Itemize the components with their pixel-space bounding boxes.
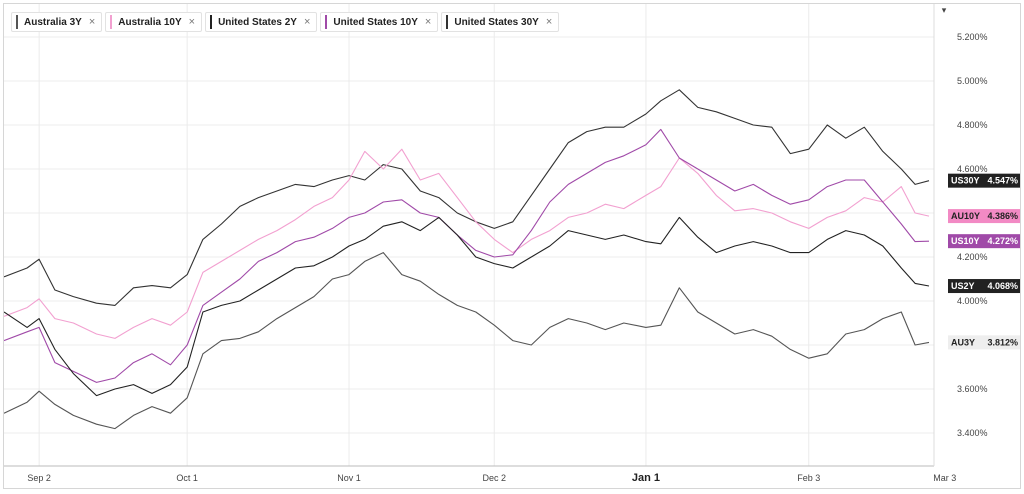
x-tick-label: Feb 3 [797, 473, 820, 483]
series-line-au3y[interactable] [4, 252, 930, 430]
x-tick-label: Dec 2 [482, 473, 506, 483]
y-tick-label: 4.600% [957, 164, 988, 174]
last-value-tag-value: 4.547% [987, 176, 1018, 186]
close-icon[interactable]: × [424, 16, 432, 28]
legend-chip-australia-3y[interactable]: Australia 3Y × [11, 12, 103, 32]
legend-chip-united-states-30y[interactable]: United States 30Y × [441, 12, 560, 32]
last-value-tag-au10y [948, 209, 1020, 224]
y-tick-label: 4.000% [957, 296, 988, 306]
legend-label: Australia 3Y [24, 16, 82, 28]
series-color-swatch [210, 15, 213, 29]
x-tick-label: Nov 1 [337, 473, 361, 483]
chart-panel: 5.200%5.000%4.800%4.600%4.400%4.200%4.00… [3, 3, 1021, 489]
last-value-tag-au3y [948, 335, 1020, 350]
close-icon[interactable]: × [88, 16, 96, 28]
y-tick-label: 5.000% [957, 76, 988, 86]
last-value-tag-name: US2Y [951, 281, 975, 291]
y-tick-label: 3.400% [957, 428, 988, 438]
last-value-tag-us10y [948, 234, 1020, 249]
legend-chip-united-states-10y[interactable]: United States 10Y × [320, 12, 439, 32]
legend-chip-united-states-2y[interactable]: United States 2Y × [205, 12, 318, 32]
y-tick-label: 4.200% [957, 252, 988, 262]
last-value-tag-name: AU3Y [951, 337, 975, 347]
last-value-tag-name: US30Y [951, 176, 980, 186]
last-value-tag-value: 4.272% [987, 236, 1018, 246]
last-value-tag-name: AU10Y [951, 211, 980, 221]
x-tick-label: Mar 3 [933, 473, 956, 483]
axis-handle-icon[interactable]: ▾ [942, 5, 947, 15]
last-value-tag-value: 3.812% [987, 337, 1018, 347]
y-tick-label: 3.600% [957, 384, 988, 394]
legend-chip-australia-10y[interactable]: Australia 10Y × [105, 12, 203, 32]
y-tick-label: 5.200% [957, 32, 988, 42]
close-icon[interactable]: × [303, 16, 311, 28]
line-chart[interactable]: 5.200%5.000%4.800%4.600%4.400%4.200%4.00… [4, 4, 1020, 488]
x-tick-label: Oct 1 [176, 473, 198, 483]
y-tick-label: 4.800% [957, 120, 988, 130]
last-value-tag-us30y [948, 173, 1020, 188]
close-icon[interactable]: × [545, 16, 553, 28]
close-icon[interactable]: × [188, 16, 196, 28]
legend-label: Australia 10Y [118, 16, 182, 28]
last-value-tag-value: 4.068% [987, 281, 1018, 291]
last-value-tag-us2y [948, 279, 1020, 294]
series-color-swatch [110, 15, 113, 29]
series-color-swatch [16, 15, 18, 29]
x-tick-label: Sep 2 [27, 473, 51, 483]
series-line-us2y[interactable] [4, 216, 930, 397]
series-color-swatch [446, 15, 449, 29]
legend: Australia 3Y × Australia 10Y × United St… [11, 12, 560, 32]
x-tick-label: Jan 1 [632, 472, 660, 484]
series-color-swatch [325, 15, 328, 29]
series-line-us10y[interactable] [4, 128, 930, 383]
legend-label: United States 10Y [333, 16, 418, 28]
last-value-tag-value: 4.386% [987, 211, 1018, 221]
series-line-au10y[interactable] [4, 148, 930, 339]
legend-label: United States 30Y [454, 16, 539, 28]
legend-label: United States 2Y [218, 16, 297, 28]
series-line-us30y[interactable] [4, 89, 930, 306]
last-value-tag-name: US10Y [951, 236, 980, 246]
